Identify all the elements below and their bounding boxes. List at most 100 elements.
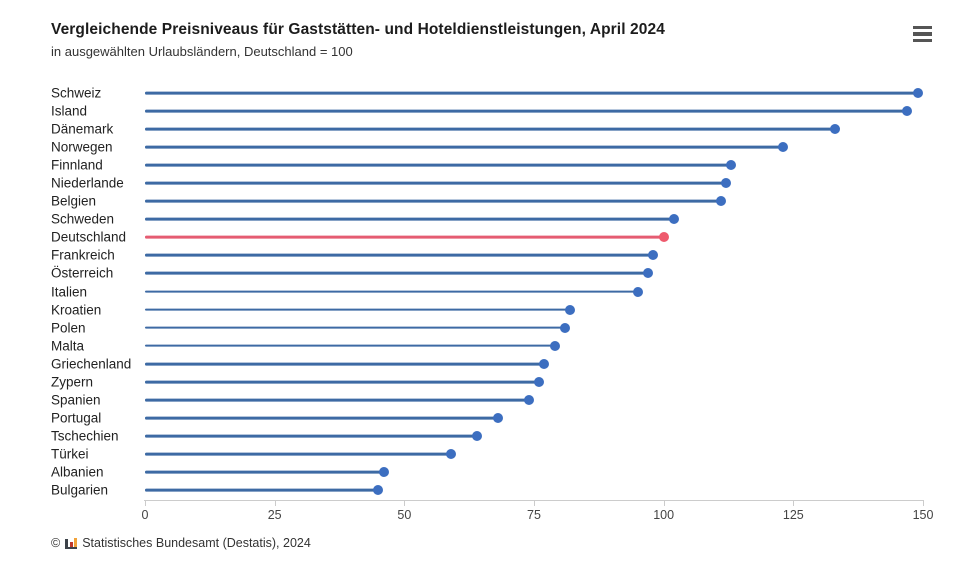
lollipop-stem [145, 181, 726, 185]
chart-row: Belgien [0, 192, 978, 210]
lollipop-dot[interactable] [720, 178, 731, 189]
lollipop-stem [145, 434, 477, 438]
country-label: Spanien [51, 392, 101, 408]
lollipop-dot[interactable] [648, 250, 659, 261]
chart-row: Zypern [0, 373, 978, 391]
lollipop-dot[interactable] [658, 232, 669, 243]
x-axis-tick-label: 0 [141, 507, 149, 522]
lollipop-stem [145, 290, 638, 293]
x-axis-tick [145, 499, 146, 506]
country-label: Zypern [51, 374, 94, 390]
chart-row: Polen [0, 319, 978, 337]
x-axis-tick [793, 499, 795, 506]
lollipop-stem [145, 452, 451, 456]
lollipop-dot[interactable] [378, 467, 389, 477]
chart-row: Spanien [0, 391, 978, 409]
lollipop-stem [145, 163, 732, 167]
chart-row: Italien [0, 283, 978, 301]
chart-row: Türkei [0, 445, 978, 463]
chart-row: Frankreich [0, 246, 978, 264]
lollipop-stem [145, 109, 908, 113]
lollipop-stem [145, 217, 675, 221]
chart-row: Niederlande [0, 174, 978, 192]
lollipop-dot[interactable] [373, 485, 384, 496]
x-axis-tick [923, 499, 924, 506]
chart-row: Österreich [0, 264, 978, 282]
hamburger-bar [913, 38, 932, 42]
lollipop-dot[interactable] [446, 448, 456, 459]
x-axis-tick-label: 150 [912, 507, 934, 522]
country-label: Malta [51, 338, 85, 354]
lollipop-dot[interactable] [534, 376, 545, 387]
lollipop-dot[interactable] [560, 322, 571, 333]
lollipop-dot[interactable] [643, 268, 654, 279]
chart-row: Tschechien [0, 427, 978, 445]
country-label: Belgien [51, 193, 97, 209]
country-label: Frankreich [51, 247, 115, 263]
lollipop-stem [145, 344, 555, 348]
chart-row: Finnland [0, 156, 978, 174]
lollipop-dot[interactable] [549, 340, 560, 351]
country-label: Österreich [51, 265, 114, 281]
hamburger-bar [913, 26, 932, 30]
source-credit: © Statistisches Bundesamt (Destatis), 20… [51, 536, 311, 550]
lollipop-stem [145, 145, 783, 149]
lollipop-dot[interactable] [726, 160, 737, 171]
country-label: Portugal [51, 410, 102, 426]
lollipop-dot[interactable] [471, 430, 482, 441]
lollipop-dot[interactable] [632, 286, 643, 297]
x-axis-tick [534, 499, 535, 506]
lollipop-stem [145, 235, 664, 239]
plot-area: Schweiz Island Dänemark Norwegen Finnland Nie… [0, 84, 978, 499]
lollipop-stem [145, 199, 721, 203]
country-label: Albanien [51, 464, 104, 480]
lollipop-stem [145, 416, 498, 420]
x-axis-tick [274, 499, 276, 506]
country-label: Schweden [51, 211, 115, 227]
x-axis-tick-label: 75 [527, 507, 541, 522]
lollipop-dot[interactable] [902, 106, 913, 117]
x-axis-tick-label: 25 [267, 507, 282, 522]
x-axis-tick-label: 100 [653, 507, 675, 522]
lollipop-stem [145, 380, 540, 384]
lollipop-dot[interactable] [669, 214, 680, 225]
lollipop-stem [145, 362, 545, 366]
country-label: Kroatien [51, 302, 102, 318]
chart-row: Portugal [0, 409, 978, 427]
hamburger-bar [913, 32, 932, 36]
lollipop-stem [145, 254, 654, 257]
country-label: Tschechien [51, 428, 119, 444]
x-axis-tick-label: 125 [782, 507, 804, 522]
source-text: Statistisches Bundesamt (Destatis), 2024 [82, 536, 311, 550]
country-label: Polen [51, 320, 86, 336]
country-label: Griechenland [51, 356, 132, 372]
x-axis-tick [404, 499, 406, 506]
country-label: Finnland [51, 157, 103, 173]
lollipop-stem [145, 488, 379, 492]
country-label: Türkei [51, 446, 89, 462]
lollipop-dot[interactable] [912, 88, 923, 99]
country-label: Bulgarien [51, 482, 109, 498]
country-label: Norwegen [51, 139, 113, 155]
x-axis-tick [663, 499, 665, 506]
lollipop-dot[interactable] [523, 394, 534, 405]
chart-row: Dänemark [0, 120, 978, 138]
country-label: Deutschland [51, 229, 127, 245]
lollipop-dot[interactable] [492, 412, 503, 423]
chart-row: Malta [0, 337, 978, 355]
lollipop-dot[interactable] [539, 358, 550, 369]
lollipop-dot[interactable] [715, 196, 726, 207]
chart-row: Schweden [0, 210, 978, 228]
chart-row: Island [0, 102, 978, 120]
lollipop-stem [145, 470, 384, 474]
lollipop-dot[interactable] [829, 124, 840, 135]
hamburger-menu-icon[interactable] [911, 25, 935, 43]
lollipop-dot[interactable] [777, 142, 788, 153]
chart-row: Kroatien [0, 301, 978, 319]
destatis-bar-chart-icon [65, 537, 78, 549]
lollipop-dot[interactable] [565, 304, 576, 315]
chart-row: Norwegen [0, 138, 978, 156]
lollipop-stem [145, 272, 649, 275]
chart-row: Deutschland [0, 228, 978, 246]
